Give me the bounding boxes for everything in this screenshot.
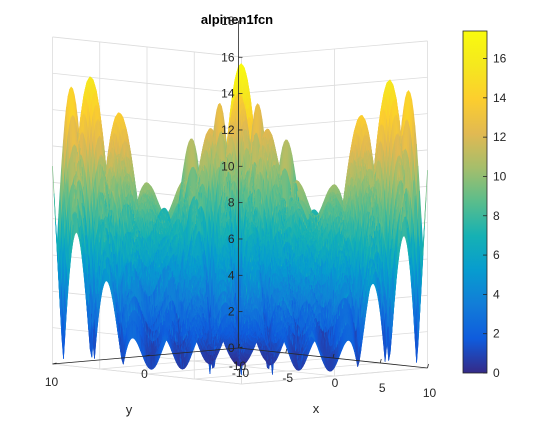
chart-title: alpinen1fcn: [201, 12, 273, 27]
